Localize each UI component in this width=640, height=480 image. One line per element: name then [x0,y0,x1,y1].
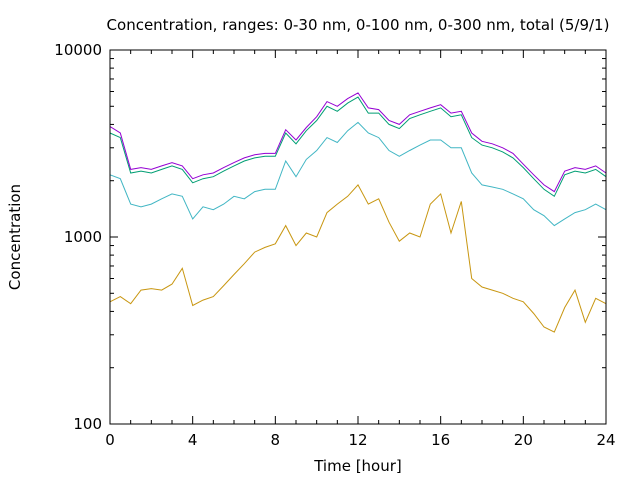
x-tick-label: 8 [271,431,281,449]
x-tick-label: 20 [514,431,533,449]
y-tick-label: 10000 [54,41,102,59]
x-tick-label: 24 [596,431,615,449]
plot-area [109,92,607,333]
series-line-1 [109,121,607,227]
axis-ticks: 0 4 8 12 16 20 24 100 1000 10000 [54,41,615,449]
series-line-2 [109,96,607,198]
chart-title: Concentration, ranges: 0-30 nm, 0-100 nm… [107,16,610,34]
x-axis-label: Time [hour] [313,457,402,475]
series-line-0 [109,184,607,333]
y-axis-label: Concentration [6,184,24,290]
y-tick-label: 1000 [64,228,102,246]
x-tick-label: 16 [431,431,450,449]
plot-frame [109,49,607,425]
x-tick-label: 12 [348,431,367,449]
x-tick-label: 4 [188,431,198,449]
y-tick-label: 100 [73,415,102,433]
series-line-3 [109,92,607,193]
x-tick-label: 0 [105,431,115,449]
